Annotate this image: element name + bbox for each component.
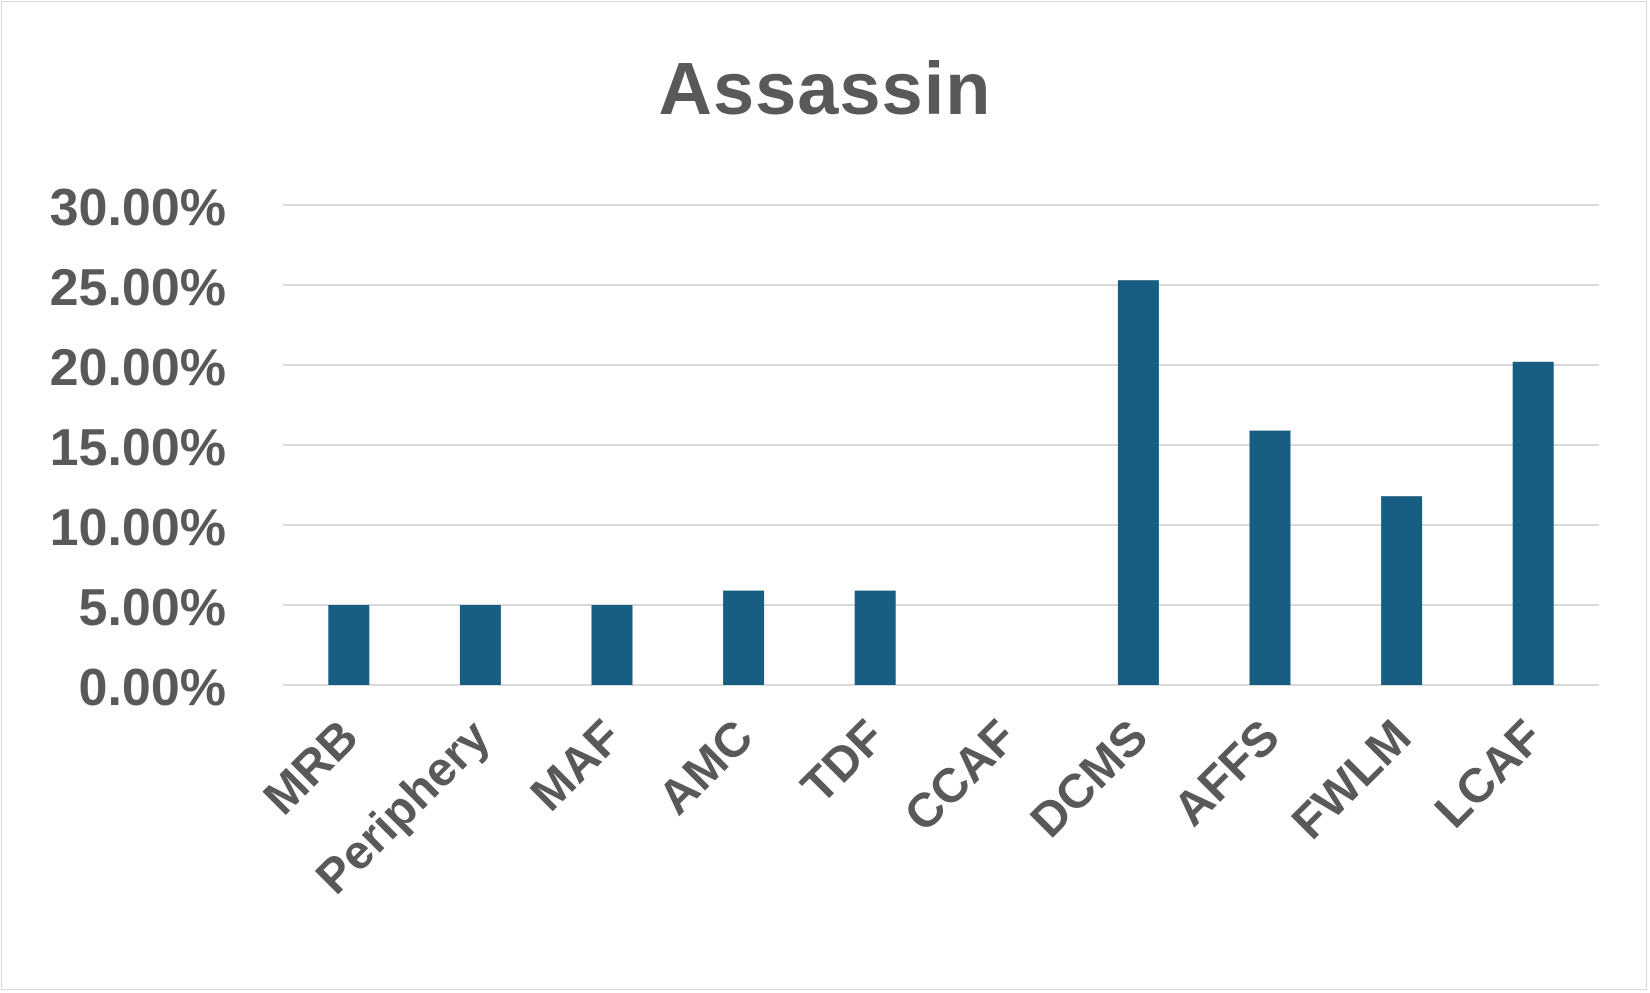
bar-lcaf — [1512, 361, 1554, 685]
x-tick-label: AFFS — [1164, 710, 1290, 836]
bar-dcms — [1117, 280, 1159, 685]
x-tick-label: FWLM — [1282, 710, 1421, 849]
y-tick-label: 5.00% — [79, 579, 226, 637]
bar-mrb — [328, 605, 370, 685]
x-tick-label: TDF — [792, 710, 895, 813]
bars — [328, 280, 1554, 685]
bar-fwlm — [1381, 496, 1423, 685]
x-tick-label: DCMS — [1021, 710, 1158, 847]
y-tick-label: 20.00% — [50, 339, 226, 397]
x-tick-label: MRB — [254, 710, 369, 825]
y-tick-label: 30.00% — [50, 179, 226, 237]
y-tick-label: 15.00% — [50, 419, 226, 477]
bar-periphery — [459, 605, 501, 685]
x-tick-label: LCAF — [1425, 710, 1553, 838]
x-tick-label: MAF — [521, 710, 632, 821]
y-tick-label: 10.00% — [50, 499, 226, 557]
x-tick-label: AMC — [649, 710, 764, 825]
bar-amc — [723, 590, 765, 685]
bar-tdf — [854, 590, 896, 685]
bar-maf — [591, 605, 633, 685]
y-tick-label: 0.00% — [79, 659, 226, 717]
y-axis-ticks: 0.00% 5.00% 10.00% 15.00% 20.00% 25.00% 30.00% — [50, 179, 226, 717]
x-tick-label: CCAF — [895, 710, 1027, 842]
bar-affs — [1249, 430, 1291, 685]
chart-title: Assassin — [658, 47, 992, 130]
gridlines — [283, 204, 1599, 686]
y-tick-label: 25.00% — [50, 259, 226, 317]
